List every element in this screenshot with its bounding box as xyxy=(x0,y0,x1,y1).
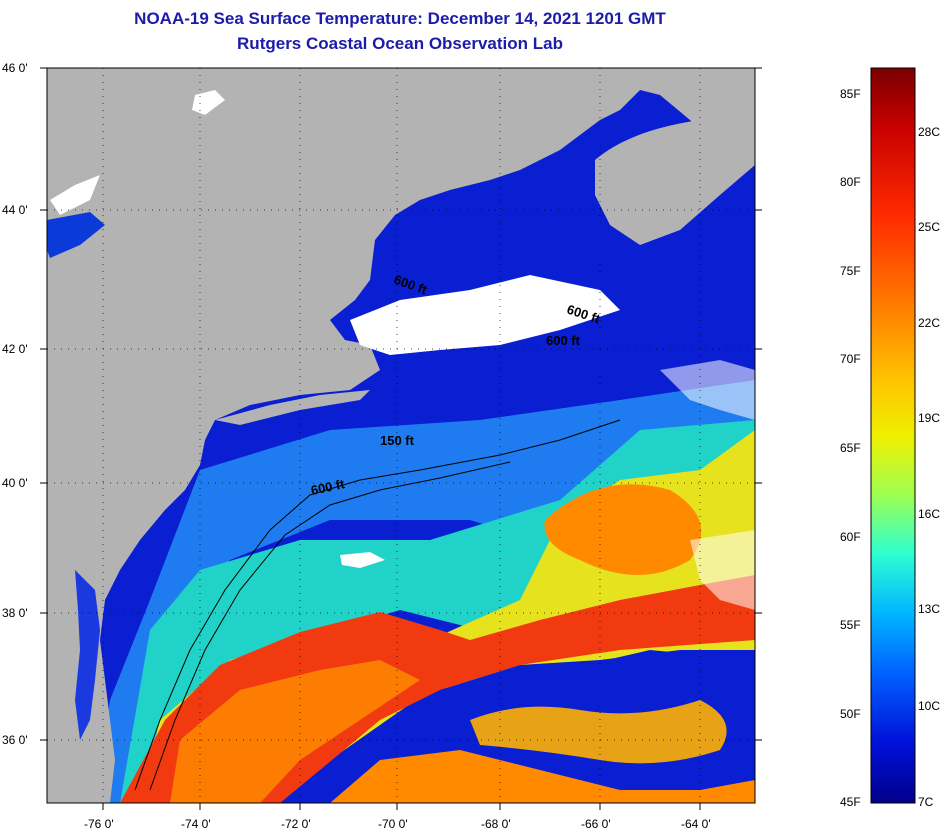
long-island xyxy=(215,390,370,425)
colorbar-celsius-label: 16C xyxy=(918,507,940,521)
latitude-label: 44 0' xyxy=(2,203,28,217)
nova-scotia xyxy=(595,117,755,245)
colorbar-celsius-label: 25C xyxy=(918,220,940,234)
longitude-label: -68 0' xyxy=(481,817,511,831)
lake-ontario xyxy=(47,212,105,258)
warm-core-ring xyxy=(544,484,702,575)
colorbar-celsius-label: 22C xyxy=(918,316,940,330)
contour-label: 600 ft xyxy=(310,476,347,498)
colorbar-celsius-label: 10C xyxy=(918,699,940,713)
colorbar-fahrenheit-label: 65F xyxy=(840,441,861,455)
latitude-label: 38 0' xyxy=(2,606,28,620)
map-frame xyxy=(46,67,756,804)
cloud-patch-east xyxy=(660,360,755,420)
gulf-stream-warm-core xyxy=(170,660,420,803)
map-subtitle: Rutgers Coastal Ocean Observation Lab xyxy=(237,34,563,53)
colorbar-celsius-label: 13C xyxy=(918,602,940,616)
colorbar-fahrenheit-label: 55F xyxy=(840,618,861,632)
colorbar-fahrenheit-label: 85F xyxy=(840,87,861,101)
warm-filaments xyxy=(470,700,727,764)
land-mass xyxy=(47,68,755,803)
depth-contour-line xyxy=(134,419,621,791)
map-title: NOAA-19 Sea Surface Temperature: Decembe… xyxy=(134,9,666,28)
colorbar xyxy=(870,67,916,804)
latitude-label: 42 0' xyxy=(2,342,28,356)
latitude-label: 36 0' xyxy=(2,733,28,747)
colorbar-fahrenheit-label: 60F xyxy=(840,530,861,544)
chesapeake-bay xyxy=(75,570,100,740)
colorbar-celsius-label: 19C xyxy=(918,411,940,425)
colorbar-celsius-label: 28C xyxy=(918,125,940,139)
longitude-label: -66 0' xyxy=(581,817,611,831)
longitude-label: -74 0' xyxy=(181,817,211,831)
cloud-patch-northwest xyxy=(50,175,100,215)
colorbar-fahrenheit-label: 70F xyxy=(840,352,861,366)
latitude-label: 40 0' xyxy=(2,476,28,490)
colorbar-fahrenheit-label: 45F xyxy=(840,795,861,809)
map-area: 600 ft 600 ft 600 ft 150 ft 600 ft xyxy=(47,68,755,803)
contour-label: 600 ft xyxy=(546,333,581,348)
longitude-label: -72 0' xyxy=(281,817,311,831)
longitude-label: -64 0' xyxy=(681,817,711,831)
colorbar-fahrenheit-label: 50F xyxy=(840,707,861,721)
colorbar-fahrenheit-label: 75F xyxy=(840,264,861,278)
depth-contour-line-outer xyxy=(149,461,511,791)
cloud-patch-offshore xyxy=(340,552,385,568)
southern-warm-water xyxy=(330,750,755,803)
axis-ticks xyxy=(40,67,762,810)
contour-label: 150 ft xyxy=(380,433,415,448)
longitude-label: -76 0' xyxy=(84,817,114,831)
colorbar-celsius-label: 7C xyxy=(918,795,934,809)
cloud-cover xyxy=(350,275,620,355)
colorbar-fahrenheit-label: 80F xyxy=(840,175,861,189)
latitude-label: 46 0' xyxy=(2,61,28,75)
cloud-patch-southeast xyxy=(690,530,755,610)
longitude-label: -70 0' xyxy=(378,817,408,831)
